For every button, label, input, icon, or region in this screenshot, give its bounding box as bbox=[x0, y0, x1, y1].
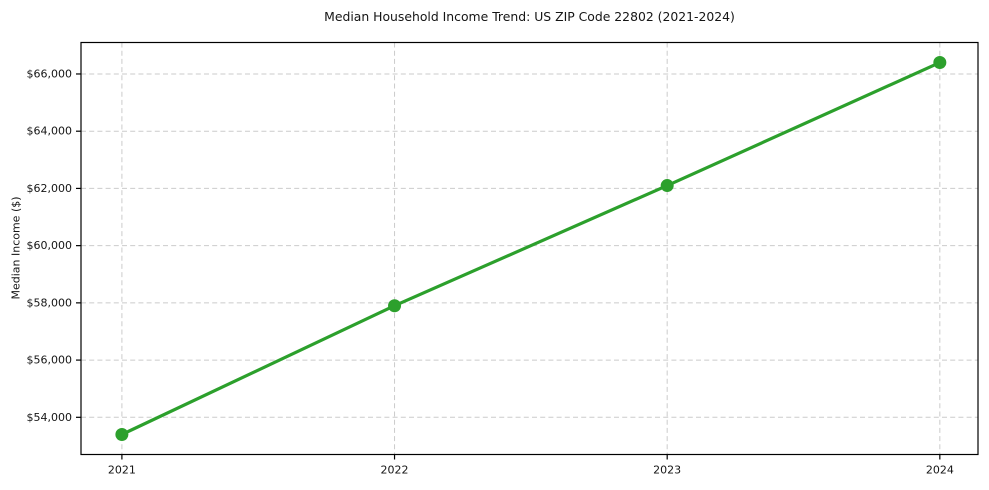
x-tick-label: 2023 bbox=[653, 464, 681, 477]
trend-line bbox=[120, 60, 942, 437]
chart-title: Median Household Income Trend: US ZIP Co… bbox=[324, 9, 735, 24]
y-tick-label: $56,000 bbox=[27, 354, 73, 367]
y-tick-label: $54,000 bbox=[27, 411, 73, 424]
y-tick-label: $62,000 bbox=[27, 182, 73, 195]
data-point-2022 bbox=[388, 299, 402, 313]
data-point-2023 bbox=[660, 179, 674, 193]
y-tick-label: $58,000 bbox=[27, 296, 73, 309]
y-tick-label: $64,000 bbox=[27, 125, 73, 138]
data-point-2024 bbox=[933, 56, 947, 70]
data-point-2021 bbox=[115, 427, 129, 441]
x-tick-label: 2022 bbox=[381, 464, 409, 477]
x-tick-label: 2024 bbox=[926, 464, 954, 477]
y-tick-label: $60,000 bbox=[27, 239, 73, 252]
x-tick-label: 2021 bbox=[108, 464, 136, 477]
plot-border bbox=[80, 41, 979, 456]
y-tick-label: $66,000 bbox=[27, 67, 73, 80]
